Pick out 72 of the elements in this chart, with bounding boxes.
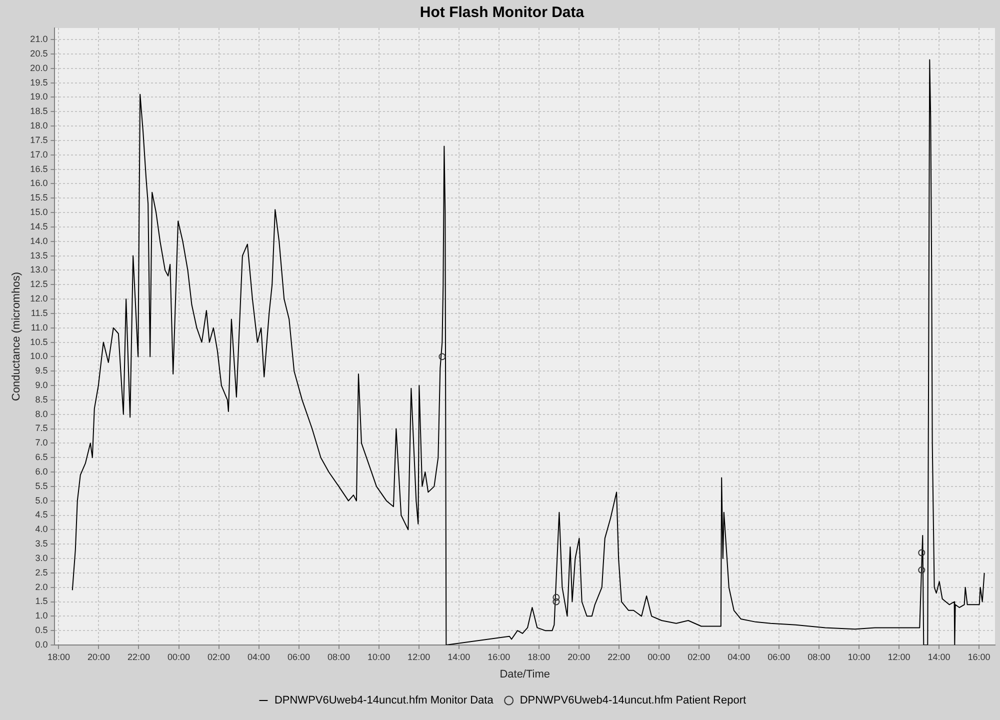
y-tick-label: 10.0 <box>30 351 48 362</box>
x-tick-label: 10:00 <box>848 652 870 662</box>
x-tick-label: 06:00 <box>768 652 790 662</box>
legend-label: DPNWPV6Uweb4-14uncut.hfm Patient Report <box>520 694 746 707</box>
y-tick-label: 19.5 <box>30 77 48 88</box>
y-tick-label: 14.5 <box>30 221 48 232</box>
y-tick-label: 1.5 <box>35 596 48 606</box>
y-tick-label: 7.0 <box>35 438 48 448</box>
y-tick-label: 21.0 <box>30 34 48 44</box>
y-tick-label: 14.0 <box>30 236 48 246</box>
x-tick-label: 20:00 <box>568 652 590 662</box>
y-tick-label: 5.5 <box>35 480 48 491</box>
x-tick-label: 08:00 <box>808 652 830 662</box>
x-tick-label: 18:00 <box>47 652 70 662</box>
y-tick-label: 19.0 <box>30 92 48 102</box>
x-tick-label: 12:00 <box>888 652 910 662</box>
y-tick-label: 3.0 <box>35 552 48 563</box>
y-tick-label: 8.0 <box>35 408 48 419</box>
y-tick-label: 12.5 <box>30 279 48 290</box>
y-tick-label: 1.0 <box>35 610 48 621</box>
y-tick-label: 5.0 <box>35 495 48 506</box>
y-tick-label: 15.0 <box>30 207 48 218</box>
chart-title: Hot Flash Monitor Data <box>420 4 585 22</box>
y-tick-label: 7.5 <box>35 423 48 434</box>
y-tick-label: 9.5 <box>35 366 48 376</box>
y-tick-label: 6.0 <box>35 466 48 476</box>
y-tick-label: 20.0 <box>30 62 48 73</box>
y-tick-label: 0.5 <box>35 625 48 636</box>
y-tick-label: 12.0 <box>30 294 48 304</box>
x-tick-label: 22:00 <box>608 652 630 662</box>
x-tick-label: 00:00 <box>648 652 670 662</box>
x-tick-label: 00:00 <box>167 652 190 662</box>
y-tick-label: 16.0 <box>30 178 48 188</box>
y-tick-label: 20.5 <box>30 48 48 58</box>
y-tick-label: 11.0 <box>30 322 48 332</box>
y-tick-label: 6.5 <box>35 452 48 462</box>
y-tick-label: 2.0 <box>35 582 48 592</box>
y-tick-label: 10.5 <box>30 336 48 347</box>
x-tick-label: 18:00 <box>528 652 550 662</box>
y-tick-label: 15.5 <box>30 192 48 203</box>
y-tick-label: 3.5 <box>35 538 48 549</box>
y-tick-label: 13.5 <box>30 250 48 260</box>
y-tick-label: 4.0 <box>35 524 48 534</box>
y-tick-label: 2.5 <box>35 567 48 578</box>
y-tick-label: 8.5 <box>35 394 48 404</box>
x-axis-title: Date/Time <box>500 668 550 680</box>
x-tick-label: 02:00 <box>688 652 710 662</box>
x-tick-label: 14:00 <box>928 652 950 662</box>
x-tick-label: 16:00 <box>968 652 990 662</box>
x-tick-label: 20:00 <box>87 652 110 662</box>
y-tick-label: 4.5 <box>35 510 48 520</box>
y-tick-label: 9.0 <box>35 380 48 390</box>
x-tick-label: 12:00 <box>408 652 430 662</box>
x-tick-label: 16:00 <box>488 652 510 662</box>
x-tick-label: 14:00 <box>448 652 470 662</box>
x-tick-label: 10:00 <box>368 652 390 662</box>
y-tick-label: 18.0 <box>30 120 48 131</box>
y-axis-title: Conductance (micromhos) <box>10 272 23 401</box>
x-tick-label: 08:00 <box>328 652 350 662</box>
x-tick-label: 02:00 <box>208 652 230 662</box>
y-tick-label: 0.0 <box>35 639 48 650</box>
y-tick-label: 18.5 <box>30 106 48 116</box>
x-tick-label: 22:00 <box>127 652 150 662</box>
y-tick-label: 11.5 <box>30 308 48 318</box>
y-tick-label: 17.5 <box>30 134 48 145</box>
y-tick-label: 16.5 <box>30 164 48 174</box>
legend-label: DPNWPV6Uweb4-14uncut.hfm Monitor Data <box>274 694 494 707</box>
y-tick-label: 17.0 <box>30 149 48 160</box>
x-tick-label: 06:00 <box>288 652 310 662</box>
x-tick-label: 04:00 <box>728 652 750 662</box>
y-tick-label: 13.0 <box>30 264 48 275</box>
x-tick-label: 04:00 <box>248 652 270 662</box>
